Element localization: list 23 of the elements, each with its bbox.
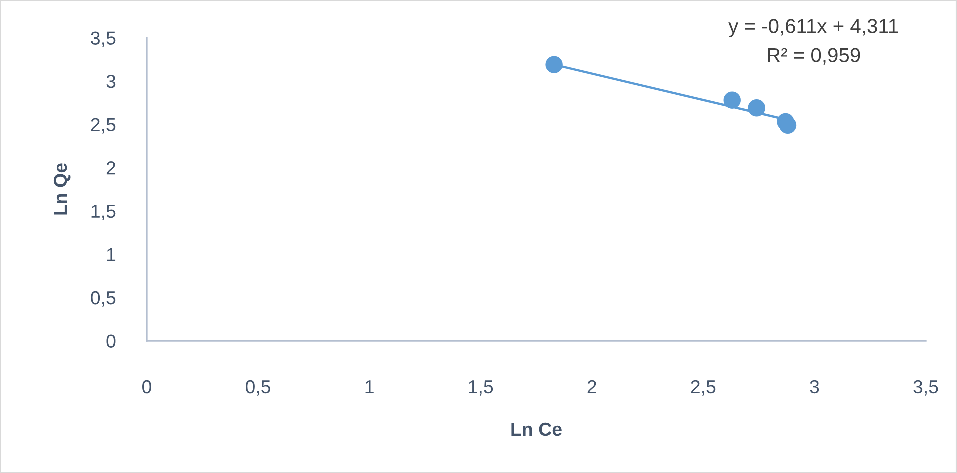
y-tick-label: 3	[106, 74, 116, 88]
x-tick-label: 1	[366, 380, 374, 394]
y-tick-label: 1	[107, 248, 116, 262]
x-tick-label: 0,5	[246, 380, 271, 396]
y-tick-label: 2	[106, 162, 116, 175]
x-tick-label: 0	[142, 380, 152, 394]
y-tick-label: 0,5	[91, 291, 116, 307]
y-axis-title: Ln Qe	[54, 164, 71, 215]
y-tick-label: 2,5	[91, 118, 116, 134]
x-tick-label: 1,5	[469, 380, 494, 396]
y-tick-label: 3,5	[91, 32, 116, 48]
annotation: R² = 0,959	[768, 48, 860, 65]
point	[748, 100, 766, 117]
x-tick-label: 2,5	[691, 380, 716, 396]
x-tick-label: 3,5	[914, 380, 938, 396]
point	[724, 92, 741, 109]
x-tick-label: 2	[588, 380, 596, 394]
x-tick-label: 3	[810, 380, 820, 394]
y-tick-label: 1,5	[92, 205, 116, 220]
text: y = -0,611x + 4,311	[728, 19, 898, 38]
x-axis-title: Ln Ce	[512, 422, 562, 436]
point	[546, 56, 563, 74]
y-tick-label: 0	[106, 334, 116, 348]
